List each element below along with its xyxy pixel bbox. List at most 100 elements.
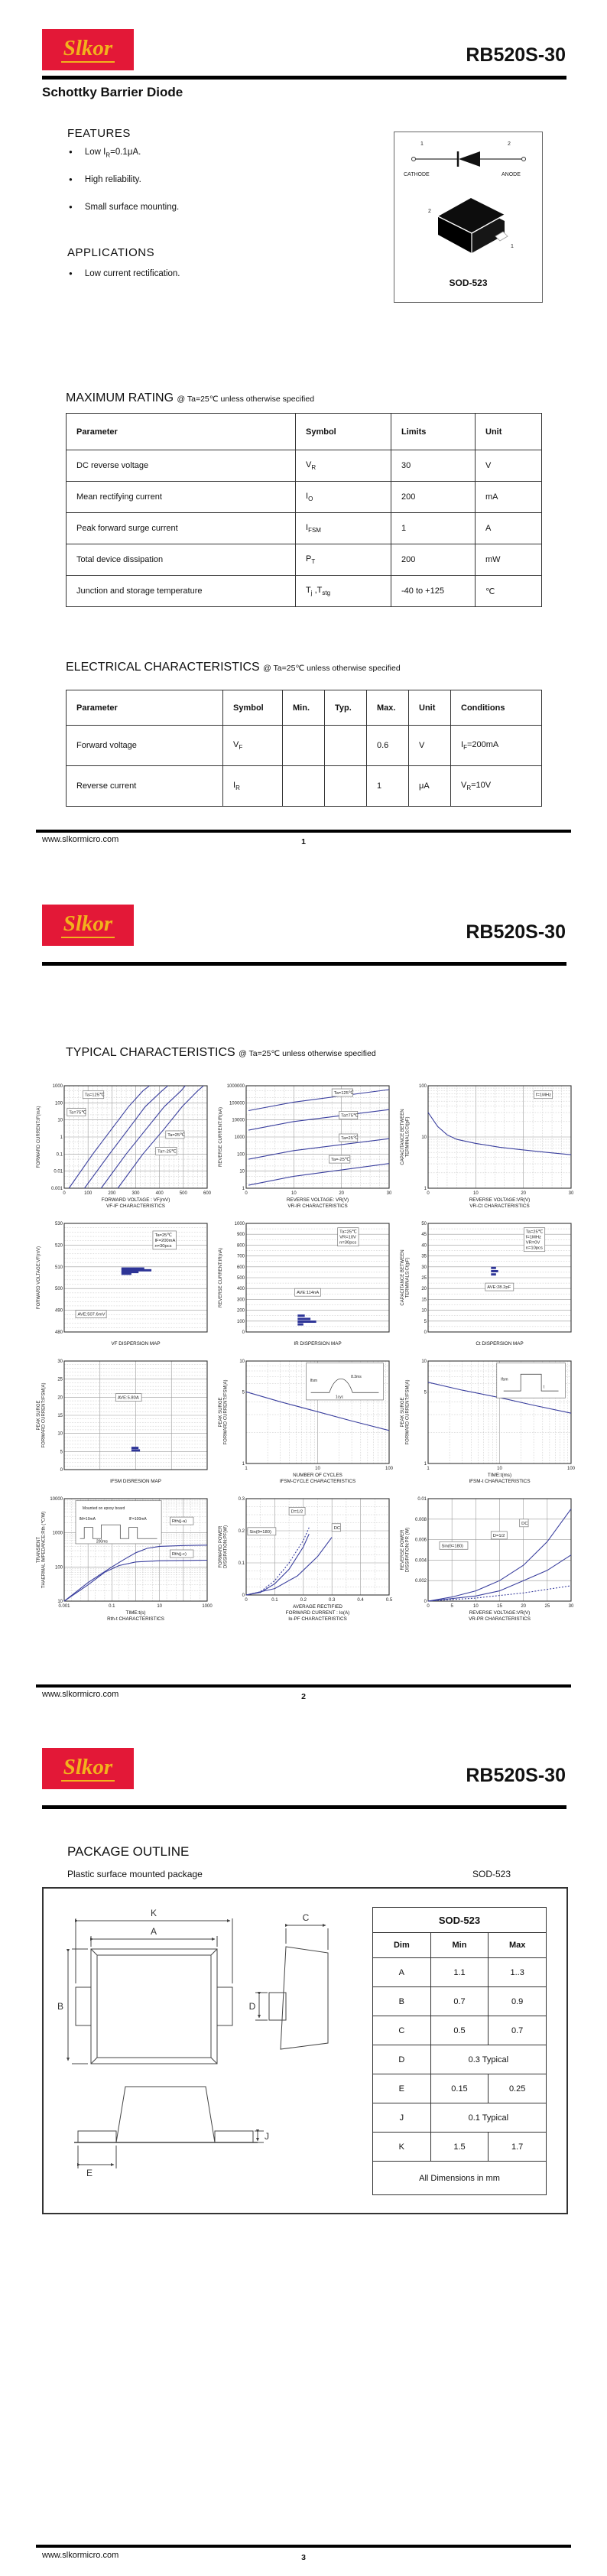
page-number-3: 3 [301,2553,306,2562]
svg-text:600: 600 [237,1265,245,1270]
footer-rule-1 [36,830,571,833]
svg-text:0: 0 [242,1593,245,1598]
svg-text:PEAK SURGE: PEAK SURGE [219,1397,223,1427]
package-3d-image [437,198,508,253]
svg-text:0.001: 0.001 [58,1604,70,1609]
svg-text:VR-PR CHARACTERISTICS: VR-PR CHARACTERISTICS [469,1616,531,1622]
table-cell: 200 [391,544,476,576]
svg-text:IFSM DISRESION MAP: IFSM DISRESION MAP [110,1479,161,1484]
svg-text:AVERAGE RECTIFIED: AVERAGE RECTIFIED [293,1604,342,1610]
svg-text:REVERSE CURRENT:IR(nA): REVERSE CURRENT:IR(nA) [219,1248,223,1307]
table-cell: C [372,2016,431,2045]
svg-text:Ta=25℃: Ta=25℃ [167,1133,185,1138]
svg-text:0.001: 0.001 [51,1187,63,1191]
svg-text:REVERSE POWER: REVERSE POWER [401,1529,405,1571]
svg-text:D=1/2: D=1/2 [493,1534,505,1538]
svg-text:Ta=25℃: Ta=25℃ [526,1230,544,1235]
table-cell: K [372,2132,431,2162]
table-cell: Reverse current [66,765,223,807]
svg-text:1: 1 [424,1462,427,1467]
svg-text:Ta=25℃: Ta=25℃ [341,1136,359,1141]
footer-website-3: www.slkormicro.com [42,2551,119,2560]
table-cell: Junction and storage temperature [66,575,296,607]
table-cell: mW [475,544,542,576]
table-cell [324,725,367,766]
table-row: A 1.1 1..3 [372,1957,547,1987]
svg-text:500: 500 [237,1276,245,1281]
svg-text:VR=0V: VR=0V [526,1241,540,1246]
svg-text:Ta=75℃: Ta=75℃ [341,1114,359,1119]
svg-text:5: 5 [242,1390,245,1395]
svg-text:AVE:28.2pF: AVE:28.2pF [487,1285,511,1290]
max-rating-header-row: Parameter Symbol Limits Unit [66,413,542,450]
table-cell: 200 [391,481,476,513]
svg-text:490: 490 [55,1309,63,1314]
svg-text:REVERSE VOLTAGE:VR(V): REVERSE VOLTAGE:VR(V) [469,1197,531,1203]
svg-text:B: B [57,2001,63,2012]
svg-text:0: 0 [60,1468,63,1473]
svg-text:TERMINALS:Ct(pF): TERMINALS:Ct(pF) [406,1116,411,1157]
package-preview-box: 1 2 CATHODE ANODE 2 1 SOD-523 [394,132,543,303]
chart-ir-dispersion: 0 100 200 300 400 500 600 700 800 900 1000 REVERSE … [217,1217,394,1352]
table-cell: 30 [391,450,476,482]
svg-text:10: 10 [239,1359,245,1364]
svg-text:1: 1 [242,1462,245,1467]
svg-text:Sin(θ=180): Sin(θ=180) [249,1530,271,1535]
svg-text:TIME:t(ms): TIME:t(ms) [488,1473,511,1478]
electrical-title: ELECTRICAL CHARACTERISTICS [66,661,260,674]
table-row: D 0.3 Typical [372,2045,547,2074]
max-rating-table: Parameter Symbol Limits Unit DC reverse vol… [66,413,542,607]
svg-text:15: 15 [497,1604,502,1609]
chart-vf-if: 0 100 200 300 400 500 600 0.001 0.01 0.1 1 10 100 100… [35,1080,213,1214]
table-cell [324,765,367,807]
svg-text:20: 20 [57,1395,63,1400]
svg-text:DISSIPATION:PR (W): DISSIPATION:PR (W) [406,1528,411,1572]
svg-text:600: 600 [203,1191,212,1196]
column-header: Symbol [295,413,391,450]
svg-text:Sin(θ=180): Sin(θ=180) [441,1544,463,1548]
svg-text:100000: 100000 [229,1101,245,1106]
svg-text:VF DISPERSION MAP: VF DISPERSION MAP [111,1341,160,1346]
chart-ifsm-t: 1 10 100 1 5 10 PEAK SURGE FORWARD CURRENT:IFSM… [399,1355,576,1489]
brand-logo: Slkor [42,1748,134,1789]
table-cell: E [372,2074,431,2103]
part-number-header: RB520S-30 [466,1765,566,1786]
svg-text:Mounted on epoxy board: Mounted on epoxy board [83,1506,125,1511]
svg-text:Ta=75℃: Ta=75℃ [69,1110,86,1115]
column-header: Limits [391,413,476,450]
max-rating-title: MAXIMUM RATING [66,391,174,404]
svg-text:Ifsm: Ifsm [501,1377,508,1382]
pkg-pin1-label: 1 [511,244,514,249]
svg-text:20: 20 [339,1191,344,1196]
electrical-body: Forward voltage VF 0.6 V IF=200mA Reverse cur… [66,725,542,807]
features-heading: FEATURES [67,127,131,140]
svg-text:5: 5 [424,1390,427,1395]
svg-text:0.3: 0.3 [329,1598,336,1603]
svg-text:0.008: 0.008 [415,1518,427,1522]
table-cell: V [475,450,542,482]
svg-text:800: 800 [237,1243,245,1248]
svg-text:f=1MHz: f=1MHz [536,1093,551,1098]
svg-text:5: 5 [60,1450,63,1454]
svg-text:25: 25 [421,1276,427,1281]
svg-text:10: 10 [473,1191,479,1196]
svg-text:J: J [265,2131,269,2142]
part-number-header: RB520S-30 [466,44,566,66]
table-row: Junction and storage temperature Tj ,Tstg… [66,575,542,607]
table-cell: V [408,725,451,766]
svg-text:0.1: 0.1 [239,1561,245,1566]
svg-text:15: 15 [57,1414,63,1418]
svg-text:900: 900 [237,1233,245,1237]
page-number-2: 2 [301,1692,306,1701]
brand-logo-text: Slkor [60,1756,115,1782]
electrical-condition: @ Ta=25℃ unless otherwise specified [263,664,401,673]
svg-text:DISSIPATION:PF(W): DISSIPATION:PF(W) [224,1525,229,1568]
svg-text:1: 1 [424,1187,427,1191]
table-cell: 0.7 [430,1986,489,2016]
table-cell: 1 [366,765,409,807]
table-row: DC reverse voltage VR 30 V [66,450,542,482]
svg-text:Io-PF CHARACTERISTICS: Io-PF CHARACTERISTICS [288,1616,347,1622]
svg-text:1: 1 [60,1135,63,1140]
svg-text:0.006: 0.006 [415,1538,427,1543]
